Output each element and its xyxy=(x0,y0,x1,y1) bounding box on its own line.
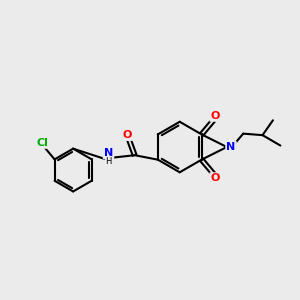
Text: N: N xyxy=(104,148,113,158)
Text: O: O xyxy=(123,130,132,140)
Text: H: H xyxy=(105,157,112,166)
Text: Cl: Cl xyxy=(37,138,49,148)
Text: O: O xyxy=(211,111,220,121)
Text: N: N xyxy=(226,142,236,152)
Text: O: O xyxy=(211,173,220,183)
